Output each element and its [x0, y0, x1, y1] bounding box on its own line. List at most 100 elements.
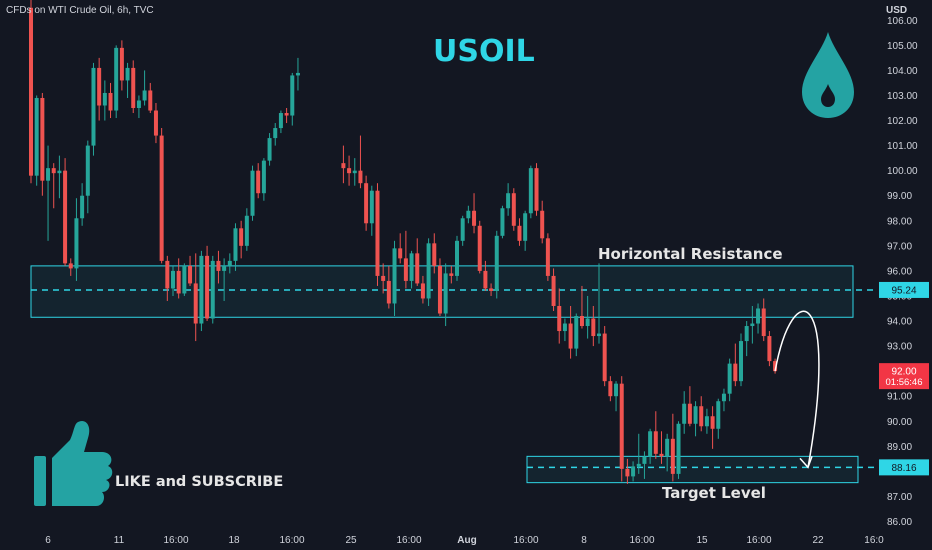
candle — [721, 388, 726, 412]
y-tick-label: 97.00 — [887, 241, 912, 252]
candle — [750, 305, 755, 344]
candle — [687, 386, 692, 427]
candle — [676, 421, 681, 479]
y-tick-label: 99.00 — [887, 191, 912, 202]
x-tick-label: 18 — [228, 535, 240, 546]
candle — [63, 158, 68, 266]
y-tick-label: 94.00 — [887, 317, 912, 328]
candle-body — [665, 438, 670, 457]
candle-body — [398, 248, 403, 259]
candle — [125, 62, 130, 98]
price-axis[interactable]: 106.00 105.00 104.00 103.00 102.00 101.00 100.… — [879, 16, 929, 528]
candle-body — [761, 308, 766, 337]
candle-body — [744, 326, 749, 342]
candle — [574, 313, 579, 357]
candle — [761, 298, 766, 342]
candle — [727, 358, 732, 402]
countdown-label: 01:56:46 — [886, 377, 923, 388]
candle — [261, 158, 266, 201]
x-tick-label: 8 — [581, 535, 587, 546]
candle-body — [597, 333, 601, 337]
time-axis[interactable]: 6 11 16:00 18 16:00 25 16:00 Aug 16:00 8 16:00 15 16… — [45, 535, 884, 546]
candle — [153, 102, 158, 144]
y-tick-label: 89.00 — [887, 442, 912, 453]
candle — [341, 145, 346, 184]
candle-body — [364, 183, 369, 224]
candle — [278, 110, 283, 134]
candle-body — [171, 270, 175, 289]
projection-arrowhead — [799, 456, 813, 469]
candle — [597, 263, 601, 344]
candle-body — [233, 228, 238, 261]
candle-body — [466, 210, 471, 219]
candle — [136, 95, 141, 119]
candle-body — [574, 316, 579, 349]
candle — [449, 265, 454, 284]
x-tick-label: 16:00 — [163, 535, 188, 546]
candle-body — [176, 270, 181, 294]
candle-body — [517, 225, 522, 241]
candle-body — [341, 163, 346, 169]
candle — [68, 258, 73, 276]
candle-body — [750, 323, 755, 327]
y-tick-label: 106.00 — [887, 16, 918, 27]
candle-body — [727, 363, 732, 394]
candle-body — [261, 160, 266, 194]
candle-body — [290, 75, 295, 116]
candle-body — [477, 225, 482, 271]
candle-body — [682, 403, 687, 424]
candle-body — [670, 438, 675, 474]
candle — [40, 92, 45, 196]
candle — [653, 411, 658, 459]
candle — [284, 108, 289, 124]
candle-body — [284, 113, 289, 116]
candle — [506, 183, 511, 216]
candle-body — [653, 431, 658, 454]
candle — [403, 230, 408, 289]
x-tick-label: 16:00 — [279, 535, 304, 546]
candle — [188, 255, 193, 286]
candle-body — [74, 218, 79, 269]
candle-body — [449, 273, 454, 276]
candle-body — [29, 7, 33, 176]
candle — [551, 268, 556, 311]
candle — [216, 250, 221, 284]
candle — [426, 238, 431, 306]
candle-body — [523, 213, 528, 241]
candle-body — [773, 361, 778, 372]
candle-body — [608, 381, 613, 397]
candle — [114, 45, 119, 119]
candle — [636, 433, 641, 474]
candle — [500, 205, 505, 239]
candle-body — [193, 283, 198, 324]
candle — [665, 433, 670, 472]
candle — [739, 333, 743, 387]
candle-body — [358, 170, 363, 184]
candle-body — [250, 170, 255, 216]
target-label: Target Level — [662, 484, 766, 502]
candle — [557, 288, 562, 344]
candle-body — [721, 393, 726, 402]
candle — [108, 82, 113, 119]
candle-body — [614, 383, 619, 397]
candle-body — [125, 67, 130, 81]
thumbs-up-icon — [34, 420, 113, 506]
candle — [74, 198, 79, 281]
y-tick-label: 96.00 — [887, 266, 912, 277]
candle-body — [63, 170, 68, 264]
candle-body — [540, 210, 545, 239]
candle — [364, 175, 369, 231]
y-tick-label: 105.00 — [887, 41, 918, 52]
candle-body — [557, 305, 562, 332]
candle-body — [483, 270, 488, 289]
x-tick-label: 22 — [812, 535, 824, 546]
candle-body — [392, 248, 397, 304]
candle — [250, 165, 255, 221]
candle — [244, 208, 249, 251]
candle-body — [528, 168, 533, 214]
candle-body — [102, 92, 107, 106]
candle — [398, 233, 403, 264]
candle-body — [648, 431, 653, 457]
target-price-tag-bg — [879, 459, 929, 476]
